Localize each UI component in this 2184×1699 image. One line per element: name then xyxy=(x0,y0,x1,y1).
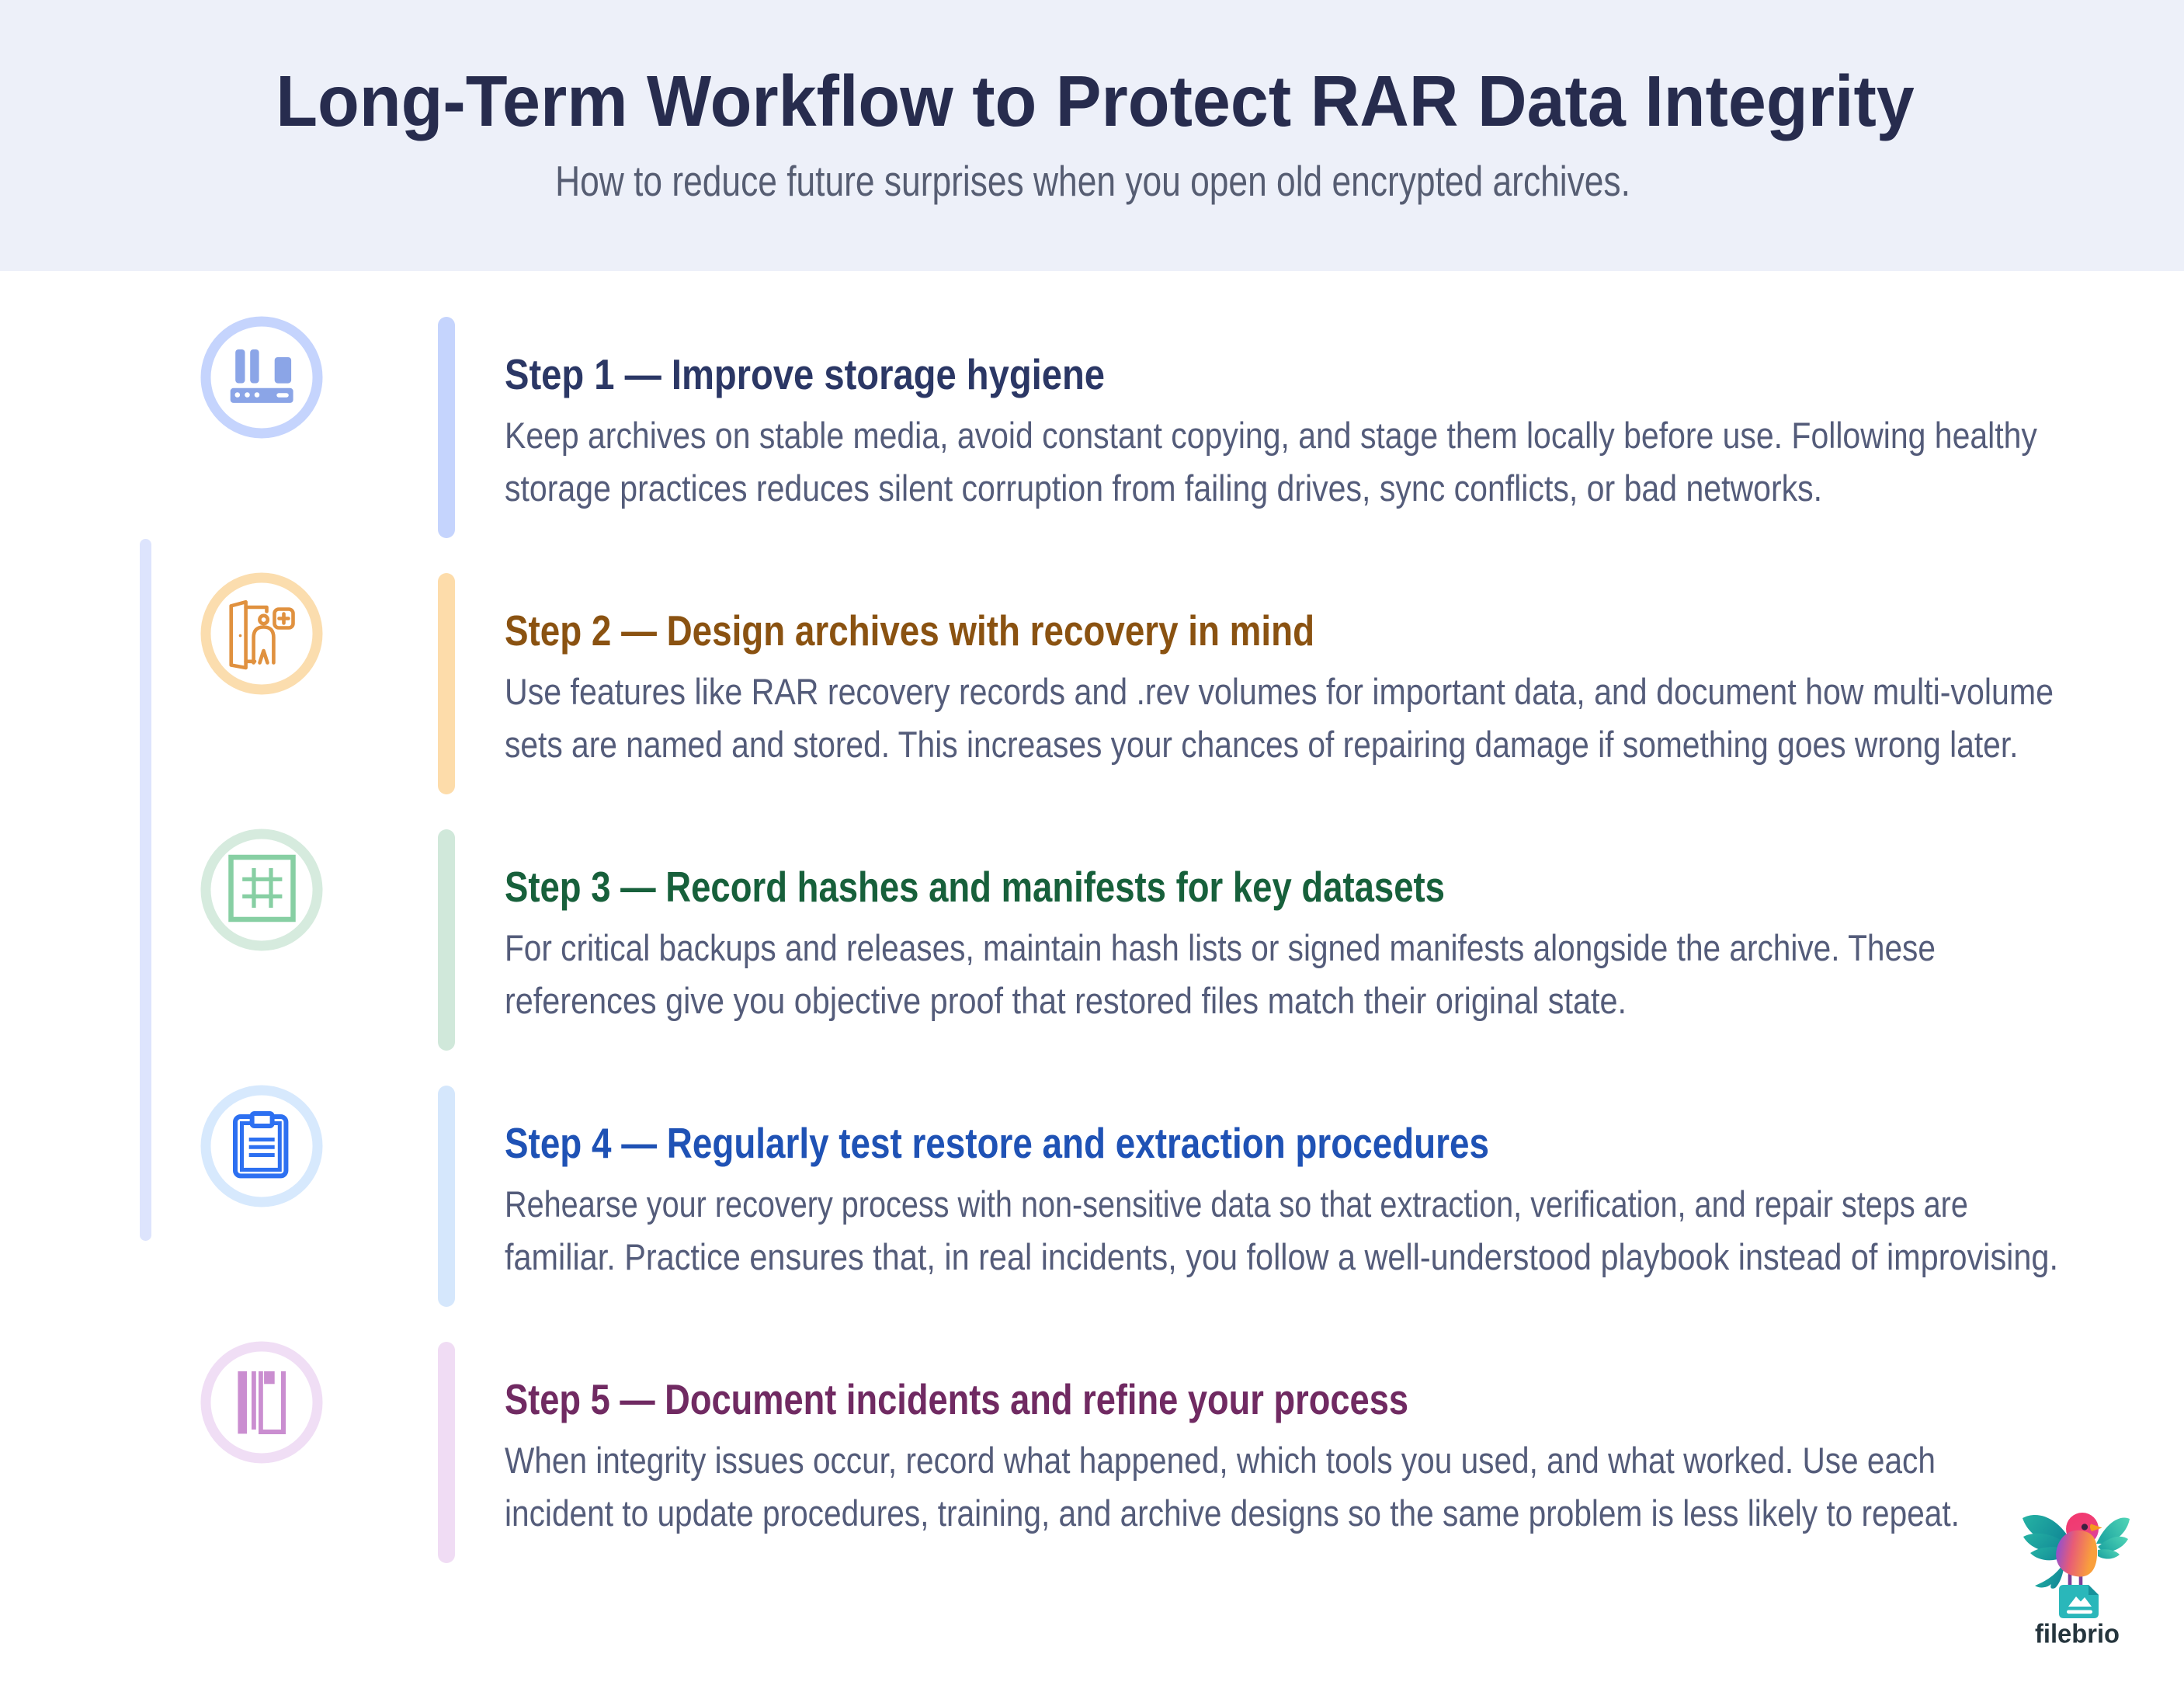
svg-text:filebrio: filebrio xyxy=(2035,1620,2120,1649)
